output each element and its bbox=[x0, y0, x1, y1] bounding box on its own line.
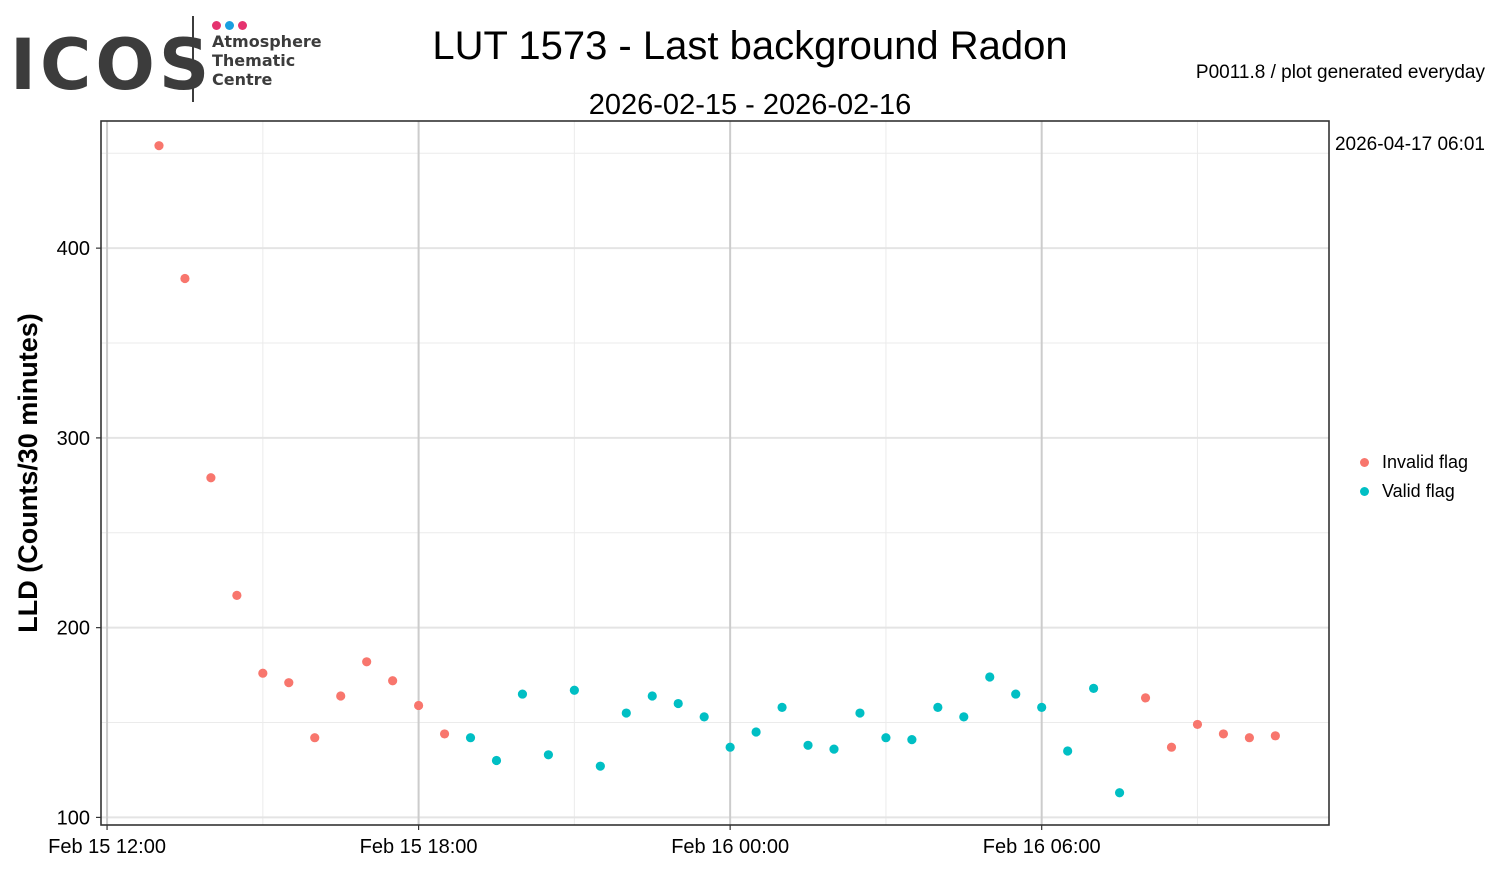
data-point-invalid-flag bbox=[362, 657, 372, 667]
logo-divider bbox=[192, 16, 194, 102]
data-point-invalid-flag bbox=[1270, 731, 1280, 741]
plot-area bbox=[101, 121, 1329, 825]
data-point-valid-flag bbox=[647, 691, 657, 701]
data-point-valid-flag bbox=[569, 685, 579, 695]
legend-label-invalid: Invalid flag bbox=[1382, 452, 1469, 472]
y-tick-label: 100 bbox=[57, 807, 90, 829]
data-point-invalid-flag bbox=[1140, 693, 1151, 703]
data-point-valid-flag bbox=[907, 735, 917, 745]
data-point-valid-flag bbox=[985, 672, 995, 682]
data-point-invalid-flag bbox=[284, 678, 294, 688]
data-point-invalid-flag bbox=[1218, 729, 1229, 739]
data-point-invalid-flag bbox=[258, 668, 268, 678]
chart-title: LUT 1573 - Last background Radon bbox=[432, 24, 1068, 68]
legend-swatch-invalid bbox=[1360, 458, 1369, 467]
data-point-invalid-flag bbox=[439, 729, 450, 739]
x-tick-label: Feb 15 18:00 bbox=[360, 836, 478, 858]
data-point-valid-flag bbox=[491, 755, 502, 766]
logo-line-2: Thematic bbox=[212, 51, 296, 70]
data-point-valid-flag bbox=[1063, 746, 1073, 756]
x-tick-label: Feb 16 06:00 bbox=[983, 836, 1101, 858]
logo-line-3: Centre bbox=[212, 70, 273, 89]
plot-border bbox=[100, 120, 1330, 826]
data-point-valid-flag bbox=[1011, 689, 1021, 699]
data-point-invalid-flag bbox=[1244, 733, 1254, 743]
data-point-invalid-flag bbox=[388, 676, 398, 686]
data-point-valid-flag bbox=[1114, 788, 1125, 798]
data-point-invalid-flag bbox=[1192, 719, 1203, 730]
data-point-valid-flag bbox=[621, 708, 631, 718]
x-tick-label: Feb 16 00:00 bbox=[671, 836, 789, 858]
logo-line-1: Atmosphere bbox=[212, 32, 322, 51]
logo-wordmark: ICOS bbox=[10, 24, 214, 106]
data-point-valid-flag bbox=[751, 727, 761, 737]
data-point-invalid-flag bbox=[1166, 742, 1177, 752]
data-point-invalid-flag bbox=[206, 473, 216, 483]
data-point-valid-flag bbox=[699, 712, 709, 722]
y-axis-label: LLD (Counts/30 minutes) bbox=[13, 313, 43, 633]
logo-dot bbox=[212, 21, 221, 30]
data-point-valid-flag bbox=[595, 761, 605, 771]
data-point-valid-flag bbox=[881, 733, 891, 743]
data-point-invalid-flag bbox=[310, 733, 320, 743]
data-point-valid-flag bbox=[803, 740, 813, 750]
y-tick-label: 300 bbox=[57, 428, 90, 450]
legend-swatch-valid bbox=[1360, 487, 1369, 496]
logo-dot bbox=[225, 21, 234, 30]
data-point-valid-flag bbox=[829, 744, 839, 754]
logo-dots bbox=[212, 17, 251, 35]
data-point-valid-flag bbox=[933, 702, 943, 712]
icos-logo: ICOS Atmosphere Thematic Centre bbox=[10, 14, 330, 106]
plot-id-line: P0011.8 / plot generated everyday bbox=[1195, 62, 1485, 83]
chart-subtitle: 2026-02-15 - 2026-02-16 bbox=[588, 89, 912, 121]
data-point-valid-flag bbox=[725, 742, 735, 752]
data-point-valid-flag bbox=[959, 712, 969, 722]
data-point-valid-flag bbox=[1037, 702, 1047, 712]
legend-item-valid: Valid flag bbox=[1360, 477, 1468, 506]
data-point-valid-flag bbox=[777, 702, 787, 712]
logo-dot bbox=[238, 21, 247, 30]
y-tick-label: 400 bbox=[57, 238, 90, 260]
data-point-invalid-flag bbox=[232, 590, 242, 600]
y-tick-label: 200 bbox=[57, 618, 90, 640]
x-tick-label: Feb 15 12:00 bbox=[48, 836, 166, 858]
legend: Invalid flag Valid flag bbox=[1360, 448, 1468, 506]
legend-item-invalid: Invalid flag bbox=[1360, 448, 1468, 477]
data-point-valid-flag bbox=[1089, 683, 1099, 693]
data-point-valid-flag bbox=[465, 733, 476, 743]
legend-label-valid: Valid flag bbox=[1382, 481, 1455, 501]
data-point-invalid-flag bbox=[154, 141, 164, 151]
data-point-valid-flag bbox=[855, 708, 865, 718]
data-point-invalid-flag bbox=[336, 691, 346, 701]
data-point-invalid-flag bbox=[414, 700, 424, 711]
data-point-valid-flag bbox=[543, 750, 554, 760]
data-point-valid-flag bbox=[673, 698, 683, 709]
data-point-valid-flag bbox=[517, 689, 528, 699]
logo-subtitle: Atmosphere Thematic Centre bbox=[212, 32, 322, 89]
data-point-invalid-flag bbox=[180, 273, 190, 284]
axes: 100 200 300 400 Feb 15 12:00 Feb 15 18:00 Feb … bbox=[48, 238, 1101, 858]
data-points bbox=[154, 141, 1280, 798]
